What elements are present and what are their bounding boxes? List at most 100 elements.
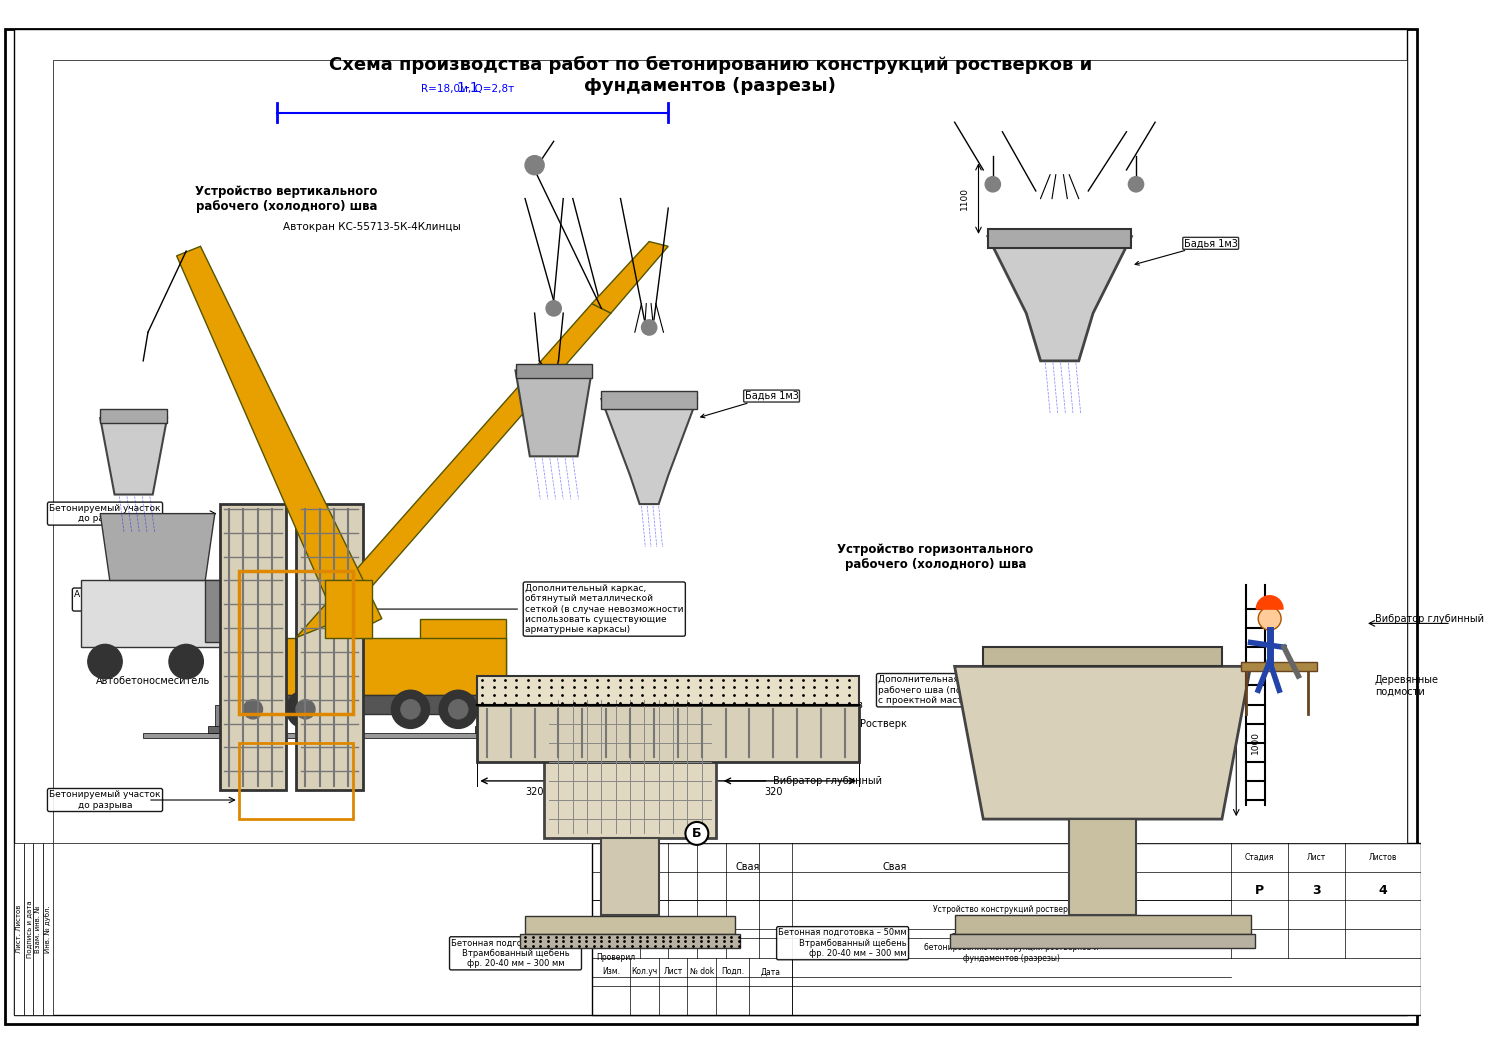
Bar — [219, 638, 506, 695]
Bar — [591, 843, 1422, 1015]
Bar — [325, 580, 372, 638]
Circle shape — [286, 690, 325, 729]
Wedge shape — [1257, 596, 1284, 609]
Text: Устройство конструкций ростверков и
фундаментов: Устройство конструкций ростверков и фунд… — [934, 905, 1090, 925]
Text: Автокран КС-55713-5К-4Клинцы: Автокран КС-55713-5К-4Клинцы — [283, 222, 462, 233]
Text: 320: 320 — [526, 788, 543, 797]
Polygon shape — [296, 303, 610, 638]
Text: Уложенная бетонная смесь: Уложенная бетонная смесь — [506, 738, 639, 748]
Text: Лист. Листов: Лист. Листов — [16, 905, 22, 953]
Text: Разраб.: Разраб. — [600, 915, 631, 923]
Text: Ростверк: Ростверк — [861, 718, 907, 729]
Bar — [24, 843, 33, 1015]
Polygon shape — [177, 246, 381, 638]
Text: Дата: Дата — [761, 968, 780, 976]
Bar — [602, 392, 697, 409]
Bar — [33, 843, 43, 1015]
Text: Сетка 0,1х0,1: Сетка 0,1х0,1 — [372, 695, 438, 704]
Text: фундаментов (разрезы): фундаментов (разрезы) — [584, 77, 837, 95]
Text: Лист: Лист — [664, 968, 682, 976]
Bar — [1240, 661, 1318, 671]
Circle shape — [642, 320, 657, 335]
Text: Дополнительная арматура
рабочего шва (по согласованию
с проектной мастерской): Дополнительная арматура рабочего шва (по… — [879, 675, 1032, 706]
Circle shape — [685, 822, 709, 845]
Circle shape — [986, 177, 1001, 192]
Text: Бетонируемый участок
до разрыва: Бетонируемый участок до разрыва — [49, 791, 161, 810]
Text: 3: 3 — [1312, 885, 1321, 897]
Text: Деревянные
подмости: Деревянные подмости — [1374, 675, 1438, 696]
Bar — [482, 704, 491, 729]
Text: Взам. инв. №: Взам. инв. № — [36, 906, 42, 953]
Bar — [15, 843, 24, 1015]
Text: R=18,0м, Q=2,8т: R=18,0м, Q=2,8т — [421, 84, 514, 94]
Circle shape — [546, 301, 561, 316]
Bar — [602, 838, 658, 915]
Bar — [296, 504, 363, 791]
Text: Ростверк: Ростверк — [736, 709, 782, 719]
Text: Схема производства работ по бетонированию конструкций ростверков и: Схема производства работ по бетонировани… — [329, 56, 1091, 74]
Text: Подпись и дата: Подпись и дата — [25, 900, 31, 957]
Polygon shape — [989, 237, 1132, 361]
Bar — [954, 915, 1251, 934]
Text: 320: 320 — [764, 788, 783, 797]
Text: Инв. № дубл.: Инв. № дубл. — [45, 905, 51, 953]
Circle shape — [439, 690, 478, 729]
Circle shape — [1129, 177, 1144, 192]
Bar — [43, 843, 52, 1015]
Bar — [219, 504, 286, 791]
Bar — [238, 571, 353, 714]
Text: Арматуру выпустить
на 40 диаметров: Арматуру выпустить на 40 диаметров — [74, 590, 174, 610]
Circle shape — [401, 700, 420, 719]
Text: Свая: Свая — [736, 861, 759, 872]
Bar — [214, 704, 225, 729]
Text: Проверил: Проверил — [596, 953, 636, 962]
Polygon shape — [515, 371, 591, 456]
Bar — [520, 934, 740, 948]
Text: 1000: 1000 — [1251, 731, 1260, 754]
Circle shape — [88, 644, 122, 679]
Bar — [205, 580, 258, 642]
Text: 4: 4 — [1379, 885, 1388, 897]
Bar — [478, 676, 859, 704]
Polygon shape — [100, 514, 214, 580]
Circle shape — [1258, 608, 1281, 630]
Bar — [420, 618, 506, 695]
Polygon shape — [954, 667, 1251, 819]
Text: Бадья 1м3: Бадья 1м3 — [1135, 238, 1237, 265]
Text: Бетонная подготовка – 50мм
Втрамбованный щебень
фр. 20-40 мм – 300 мм: Бетонная подготовка – 50мм Втрамбованный… — [779, 929, 907, 958]
Circle shape — [526, 156, 543, 175]
Bar — [475, 726, 499, 733]
Text: № dok: № dok — [689, 968, 713, 976]
Bar — [989, 230, 1132, 249]
Bar — [208, 726, 231, 733]
Polygon shape — [591, 241, 669, 313]
Bar — [100, 409, 167, 423]
Circle shape — [243, 700, 262, 719]
Text: Листов: Листов — [1368, 853, 1398, 861]
Bar — [543, 695, 716, 838]
Text: Бетонируемый участок
до разрыва: Бетонируемый участок до разрыва — [49, 504, 161, 523]
Text: Р: Р — [1255, 885, 1264, 897]
Bar — [478, 704, 859, 761]
Circle shape — [296, 700, 316, 719]
Text: Вибратор глубинный: Вибратор глубинный — [1374, 614, 1483, 623]
Text: Устройство горизонтального
рабочего (холодного) шва: Устройство горизонтального рабочего (хол… — [837, 542, 1033, 571]
Bar — [238, 742, 353, 819]
Polygon shape — [100, 418, 167, 495]
Bar — [526, 916, 736, 934]
Text: Свая: Свая — [883, 861, 907, 872]
Polygon shape — [602, 399, 697, 504]
Text: Дополнительный каркас,
обтянутый металлической
сеткой (в случае невозможности
ис: Дополнительный каркас, обтянутый металли… — [526, 583, 683, 634]
Text: Кол.уч: Кол.уч — [631, 968, 658, 976]
Bar — [950, 934, 1255, 948]
Text: 1100: 1100 — [960, 187, 969, 211]
Circle shape — [168, 644, 204, 679]
Text: Бадья 1м3: Бадья 1м3 — [701, 391, 798, 418]
Text: Подп.: Подп. — [721, 968, 744, 976]
Bar — [219, 695, 506, 714]
Bar — [52, 60, 1407, 843]
Bar — [143, 733, 573, 738]
Circle shape — [392, 690, 430, 729]
Bar — [983, 648, 1222, 667]
Text: Лист: Лист — [1307, 853, 1327, 861]
